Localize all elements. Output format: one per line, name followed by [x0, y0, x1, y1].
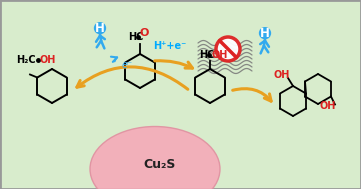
Text: OH: OH	[320, 101, 336, 111]
Text: H: H	[260, 27, 270, 40]
Text: HC: HC	[128, 32, 143, 42]
Text: OH: OH	[273, 70, 290, 80]
Ellipse shape	[90, 126, 220, 189]
Text: H⁺+e⁻: H⁺+e⁻	[153, 41, 187, 51]
Text: OH: OH	[39, 55, 55, 65]
Text: e⁻: e⁻	[122, 60, 133, 70]
Text: OH: OH	[211, 50, 227, 60]
Circle shape	[259, 27, 271, 39]
Text: O: O	[140, 28, 149, 38]
Text: Cu₂S: Cu₂S	[144, 157, 176, 170]
Circle shape	[94, 22, 106, 34]
Text: H: H	[95, 22, 105, 35]
Circle shape	[216, 37, 240, 61]
Text: H₂C: H₂C	[16, 55, 36, 65]
Text: HC: HC	[199, 50, 214, 60]
